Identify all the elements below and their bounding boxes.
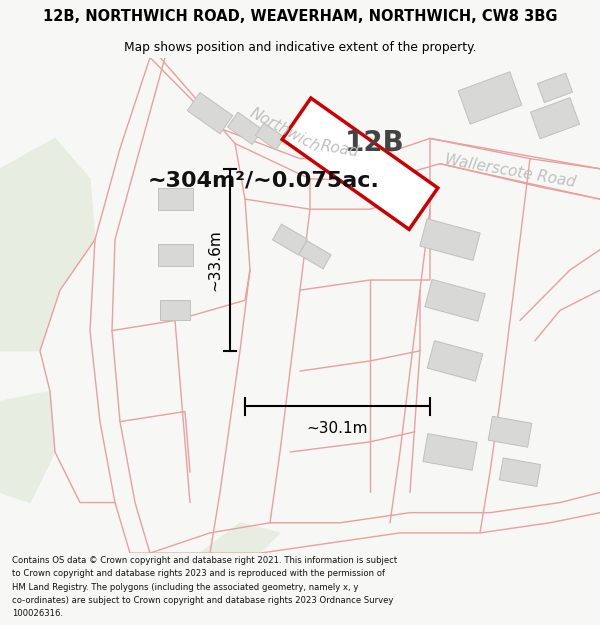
Polygon shape [538, 73, 572, 102]
Text: 100026316.: 100026316. [12, 609, 63, 618]
Polygon shape [282, 98, 438, 229]
Polygon shape [427, 341, 483, 381]
Polygon shape [530, 98, 580, 139]
Text: Road: Road [319, 138, 361, 159]
Text: Contains OS data © Crown copyright and database right 2021. This information is : Contains OS data © Crown copyright and d… [12, 556, 397, 565]
Polygon shape [256, 123, 284, 150]
Polygon shape [423, 434, 477, 471]
Polygon shape [0, 391, 55, 502]
Polygon shape [0, 138, 95, 351]
Polygon shape [187, 92, 233, 134]
Text: to Crown copyright and database rights 2023 and is reproduced with the permissio: to Crown copyright and database rights 2… [12, 569, 385, 578]
Polygon shape [272, 224, 307, 255]
Text: ~30.1m: ~30.1m [307, 421, 368, 436]
Text: Wallerscote Road: Wallerscote Road [443, 152, 577, 190]
Text: ~304m²/~0.075ac.: ~304m²/~0.075ac. [148, 171, 380, 191]
Polygon shape [488, 416, 532, 447]
Polygon shape [458, 72, 522, 124]
Polygon shape [227, 112, 262, 144]
Polygon shape [420, 219, 480, 261]
Text: 12B: 12B [345, 129, 405, 158]
Polygon shape [200, 522, 280, 553]
Text: 12B, NORTHWICH ROAD, WEAVERHAM, NORTHWICH, CW8 3BG: 12B, NORTHWICH ROAD, WEAVERHAM, NORTHWIC… [43, 9, 557, 24]
Polygon shape [157, 244, 193, 266]
Text: Map shows position and indicative extent of the property.: Map shows position and indicative extent… [124, 41, 476, 54]
Text: co-ordinates) are subject to Crown copyright and database rights 2023 Ordnance S: co-ordinates) are subject to Crown copyr… [12, 596, 393, 605]
Polygon shape [299, 241, 331, 269]
Text: ~33.6m: ~33.6m [207, 229, 222, 291]
Polygon shape [157, 188, 193, 210]
Text: HM Land Registry. The polygons (including the associated geometry, namely x, y: HM Land Registry. The polygons (includin… [12, 582, 358, 592]
Text: Northwich: Northwich [247, 106, 323, 155]
Polygon shape [499, 458, 541, 486]
Polygon shape [160, 300, 190, 321]
Polygon shape [425, 279, 485, 321]
